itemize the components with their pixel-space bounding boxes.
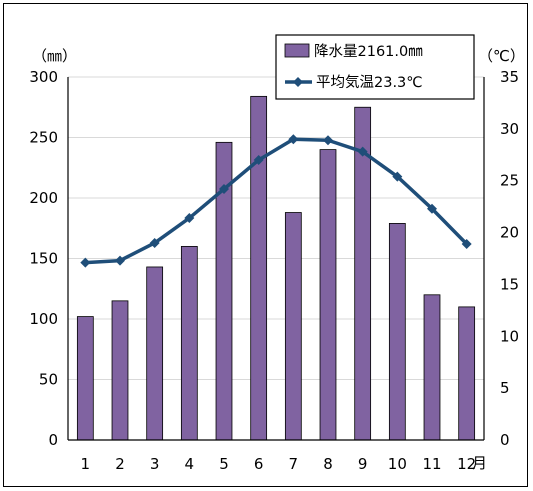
x-axis-unit: 月 [472, 454, 487, 472]
temperature-point [253, 154, 264, 165]
month-tick-label: 7 [289, 455, 299, 473]
month-tick-label: 9 [358, 455, 368, 473]
left-tick-label: 300 [29, 68, 58, 86]
right-tick-label: 0 [500, 431, 510, 449]
month-tick-label: 8 [323, 455, 333, 473]
left-tick-label: 200 [29, 189, 58, 207]
right-tick-label: 5 [500, 379, 510, 397]
legend-precipitation-label: 降水量2161.0㎜ [314, 43, 423, 60]
right-tick-label: 20 [500, 224, 519, 242]
precipitation-bar [284, 212, 302, 441]
precipitation-bar [111, 300, 129, 441]
left-tick-label: 150 [29, 250, 58, 268]
temperature-point [323, 135, 333, 146]
legend-bar-swatch [284, 43, 310, 58]
precipitation-bar [180, 245, 198, 441]
precipitation-bar [146, 266, 164, 441]
month-tick-label: 4 [185, 455, 195, 473]
legend: 降水量2161.0㎜ 平均気温23.3℃ [275, 34, 475, 100]
axes [67, 77, 485, 441]
precipitation-bar [250, 95, 268, 441]
temperature-point [427, 203, 437, 214]
right-axis-unit: （℃） [478, 47, 525, 65]
temperature-point [115, 255, 125, 266]
precipitation-bar [76, 316, 94, 441]
precipitation-bar [388, 223, 406, 441]
month-tick-label: 2 [115, 455, 125, 473]
month-tick-label: 6 [254, 455, 264, 473]
month-tick-label: 3 [150, 455, 160, 473]
temperature-point [219, 184, 229, 195]
precipitation-bar [319, 149, 337, 441]
temperature-polyline [85, 137, 468, 265]
temperature-point [149, 237, 160, 248]
legend-line-marker [293, 77, 303, 87]
temperature-line [80, 134, 472, 268]
left-tick-label: 0 [48, 431, 58, 449]
left-tick-label: 50 [39, 371, 58, 389]
gridlines [68, 76, 484, 380]
month-tick-label: 12 [457, 455, 476, 473]
month-tick-label: 1 [81, 455, 91, 473]
temperature-point [392, 171, 403, 182]
precipitation-bar [458, 306, 476, 441]
legend-temperature-label: 平均気温23.3℃ [316, 74, 423, 91]
month-tick-label: 5 [219, 455, 229, 473]
left-tick-label: 250 [29, 129, 58, 147]
left-axis-unit: （㎜） [32, 47, 77, 65]
precipitation-bar [423, 294, 441, 441]
temperature-point [461, 238, 472, 249]
precipitation-bars [76, 95, 476, 441]
right-tick-label: 10 [500, 327, 519, 345]
temperature-point [357, 146, 368, 157]
temperature-point [80, 257, 91, 268]
right-tick-label: 25 [500, 172, 519, 190]
month-tick-label: 10 [388, 455, 407, 473]
temperature-point [288, 134, 299, 145]
left-tick-label: 100 [29, 310, 58, 328]
temperature-point [184, 213, 195, 224]
right-tick-label: 30 [500, 120, 519, 138]
right-tick-label: 15 [500, 275, 519, 293]
month-tick-label: 11 [422, 455, 441, 473]
right-tick-label: 35 [500, 68, 519, 86]
